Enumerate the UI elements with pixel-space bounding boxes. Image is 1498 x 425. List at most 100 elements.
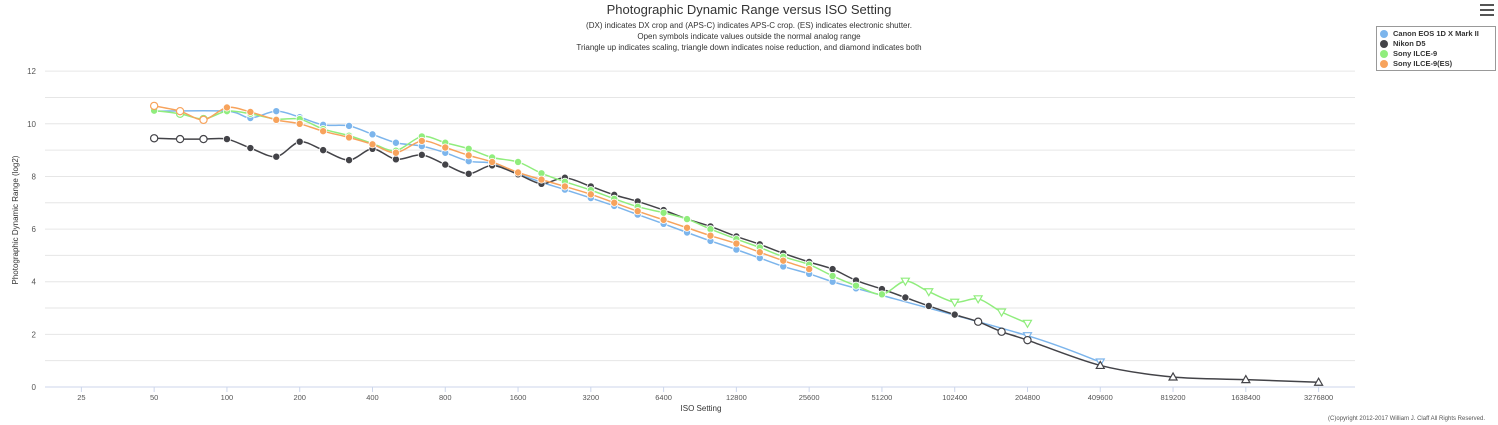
hamburger-menu-icon[interactable] xyxy=(1480,4,1494,16)
data-point xyxy=(175,134,185,144)
series-3 xyxy=(149,101,814,274)
data-point xyxy=(683,223,692,232)
x-tick-label: 819200 xyxy=(1161,393,1186,402)
data-point xyxy=(755,248,764,257)
data-point xyxy=(1022,319,1033,329)
data-point xyxy=(391,155,400,164)
data-point xyxy=(319,146,328,155)
data-point xyxy=(417,136,426,145)
series-1 xyxy=(149,134,1324,386)
data-point xyxy=(877,290,886,299)
x-tick-label: 6400 xyxy=(655,393,672,402)
data-point xyxy=(272,107,281,116)
x-tick-label: 102400 xyxy=(942,393,967,402)
x-tick-label: 100 xyxy=(221,393,234,402)
legend-circle-icon xyxy=(1380,50,1388,58)
data-point xyxy=(149,101,159,111)
data-point xyxy=(391,148,400,157)
series-line xyxy=(154,105,810,270)
x-tick-label: 204800 xyxy=(1015,393,1040,402)
data-point xyxy=(488,157,497,166)
data-point xyxy=(560,182,569,191)
data-point xyxy=(417,150,426,159)
y-tick-label: 10 xyxy=(27,120,36,129)
data-point xyxy=(345,121,354,130)
y-tick-label: 8 xyxy=(32,172,37,181)
legend-label: Sony ILCE-9(ES) xyxy=(1393,59,1453,68)
data-point xyxy=(514,157,523,166)
data-point xyxy=(345,133,354,142)
y-tick-label: 2 xyxy=(32,330,37,339)
data-point xyxy=(973,317,983,326)
data-point xyxy=(924,301,933,310)
copyright-notice: (C)opyright 2012-2017 William J. Claff A… xyxy=(1328,416,1485,422)
data-point xyxy=(973,295,984,305)
series-0 xyxy=(150,107,1106,368)
subtitle-line-2: Open symbols indicate values outside the… xyxy=(637,32,861,41)
data-point xyxy=(222,103,231,112)
series-line xyxy=(154,109,1028,324)
series-2 xyxy=(150,106,1033,329)
chart-subtitle: (DX) indicates DX crop and (APS-C) indic… xyxy=(0,20,1498,53)
data-point xyxy=(464,169,473,178)
data-point xyxy=(295,119,304,128)
data-point xyxy=(464,144,473,153)
data-point xyxy=(633,207,642,216)
data-point xyxy=(828,265,837,274)
data-point xyxy=(199,115,208,125)
data-point xyxy=(391,138,400,147)
data-point xyxy=(1095,360,1106,370)
chart-legend: Canon EOS 1D X Mark II Nikon D5 Sony ILC… xyxy=(1376,26,1496,71)
series-layer xyxy=(149,101,1324,386)
data-point xyxy=(246,144,255,153)
x-axis-label: ISO Setting xyxy=(681,404,722,413)
legend-item-sony[interactable]: Sony ILCE-9 xyxy=(1380,49,1493,59)
legend-item-sony-es[interactable]: Sony ILCE-9(ES) xyxy=(1380,59,1493,69)
series-line xyxy=(154,137,1319,384)
x-tick-label: 12800 xyxy=(726,393,747,402)
data-point xyxy=(149,134,159,143)
x-tick-label: 25 xyxy=(77,393,85,402)
data-point xyxy=(1168,371,1179,381)
legend-item-nikon[interactable]: Nikon D5 xyxy=(1380,39,1493,49)
legend-label: Canon EOS 1D X Mark II xyxy=(1393,29,1479,38)
legend-circle-icon xyxy=(1380,60,1388,68)
legend-circle-icon xyxy=(1380,40,1388,48)
x-tick-label: 200 xyxy=(293,393,306,402)
legend-circle-icon xyxy=(1380,30,1388,38)
legend-label: Nikon D5 xyxy=(1393,39,1426,48)
data-point xyxy=(345,156,354,165)
data-point xyxy=(706,225,715,234)
data-point xyxy=(732,239,741,248)
data-point xyxy=(683,215,692,224)
axes: 0 2 4 6 8 10 12 25 50 100 200 400 800 1600 3200 6400 128… xyxy=(27,67,1333,402)
chart-title: Photographic Dynamic Range versus ISO Se… xyxy=(606,2,892,17)
legend-label: Sony ILCE-9 xyxy=(1393,49,1438,58)
grid-lines xyxy=(45,70,1355,388)
data-point xyxy=(441,143,450,152)
data-point xyxy=(1240,374,1251,384)
data-point xyxy=(706,231,715,240)
subtitle-line-3: Triangle up indicates scaling, triangle … xyxy=(576,43,922,52)
data-point xyxy=(996,308,1007,318)
data-point xyxy=(368,130,377,139)
data-point xyxy=(272,152,281,161)
x-tick-label: 400 xyxy=(366,393,379,402)
data-point xyxy=(464,151,473,160)
data-point xyxy=(514,168,523,177)
data-point xyxy=(175,106,185,116)
x-tick-label: 3200 xyxy=(582,393,599,402)
data-point xyxy=(537,175,546,184)
series-line xyxy=(154,109,1101,363)
data-point xyxy=(586,190,595,199)
y-tick-label: 6 xyxy=(32,225,37,234)
legend-item-canon[interactable]: Canon EOS 1D X Mark II xyxy=(1380,29,1493,39)
data-point xyxy=(949,298,960,308)
data-point xyxy=(923,288,934,297)
data-point xyxy=(295,137,304,146)
data-point xyxy=(1023,335,1032,345)
subtitle-line-1: (DX) indicates DX crop and (APS-C) indic… xyxy=(586,21,912,30)
data-point xyxy=(779,256,788,265)
data-point xyxy=(852,281,861,290)
